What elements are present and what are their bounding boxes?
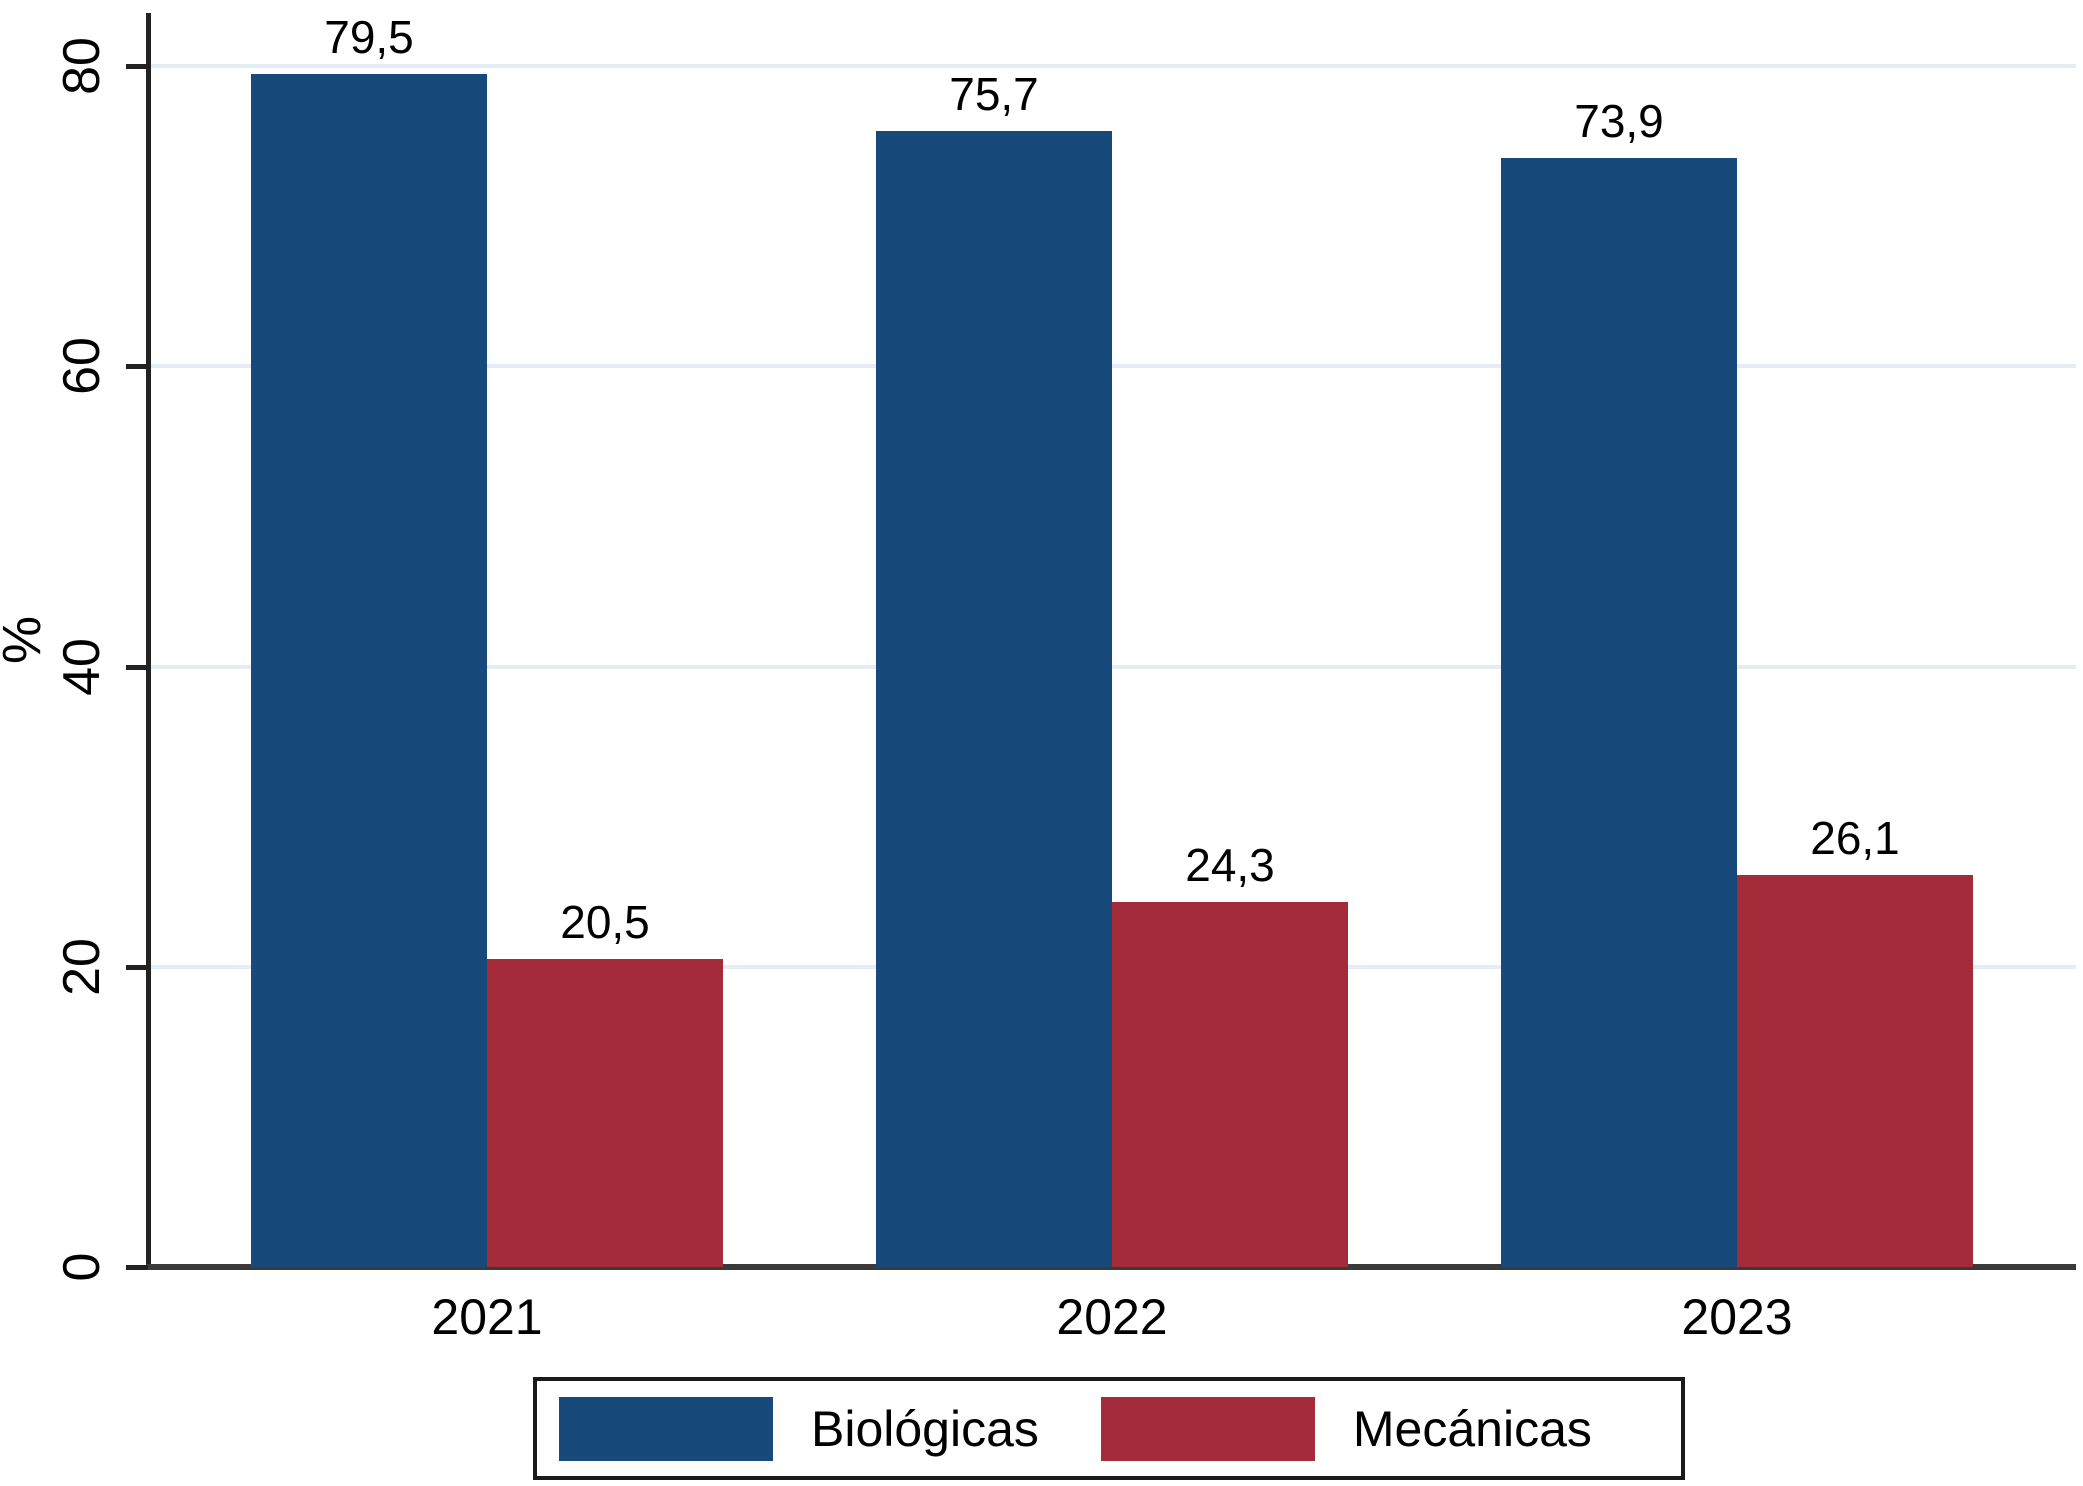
bar-2023-biológicas <box>1501 157 1737 1267</box>
y-tick-label-20: 20 <box>53 937 111 996</box>
bar-2022-biológicas <box>876 130 1112 1267</box>
legend-entry-biologicas: Biológicas <box>559 1396 1039 1461</box>
bar-value-label-2021-mecánicas: 20,5 <box>560 896 650 949</box>
x-tick-label-2021: 2021 <box>431 1289 543 1345</box>
y-tick-0 <box>126 1265 148 1270</box>
x-tick-label-2022: 2022 <box>1056 1289 1168 1345</box>
bar-value-label-2022-biológicas: 75,7 <box>949 67 1039 120</box>
y-tick-40 <box>126 664 148 670</box>
x-tick-label-2023: 2023 <box>1681 1289 1793 1345</box>
bar-2023-mecánicas <box>1737 875 1973 1267</box>
bar-2022-mecánicas <box>1112 902 1348 1267</box>
bar-value-label-2023-biológicas: 73,9 <box>1574 94 1664 147</box>
gridline-60 <box>150 364 2076 369</box>
legend-swatch-biologicas <box>559 1396 773 1461</box>
x-axis-line <box>146 1264 2076 1270</box>
gridline-40 <box>150 664 2076 669</box>
bar-value-label-2022-mecánicas: 24,3 <box>1185 839 1275 892</box>
y-axis-title: % <box>0 616 53 664</box>
y-axis-line <box>146 13 151 1270</box>
bar-value-label-2021-biológicas: 79,5 <box>324 10 414 63</box>
gridline-80 <box>150 64 2076 69</box>
y-tick-label-60: 60 <box>53 337 111 396</box>
bar-value-label-2023-mecánicas: 26,1 <box>1810 812 1900 865</box>
legend: Biológicas Mecánicas <box>533 1377 1685 1480</box>
y-tick-label-80: 80 <box>53 37 111 96</box>
y-tick-20 <box>126 964 148 970</box>
y-tick-60 <box>126 364 148 370</box>
legend-swatch-mecanicas <box>1100 1396 1315 1461</box>
y-tick-80 <box>126 64 148 70</box>
legend-label-mecanicas: Mecánicas <box>1352 1400 1592 1457</box>
bar-2021-biológicas <box>251 73 487 1267</box>
bar-2021-mecánicas <box>487 959 723 1267</box>
legend-label-biologicas: Biológicas <box>811 1400 1039 1457</box>
legend-entry-mecanicas: Mecánicas <box>1100 1396 1592 1461</box>
y-tick-label-40: 40 <box>53 637 111 696</box>
y-tick-label-0: 0 <box>53 1252 111 1282</box>
